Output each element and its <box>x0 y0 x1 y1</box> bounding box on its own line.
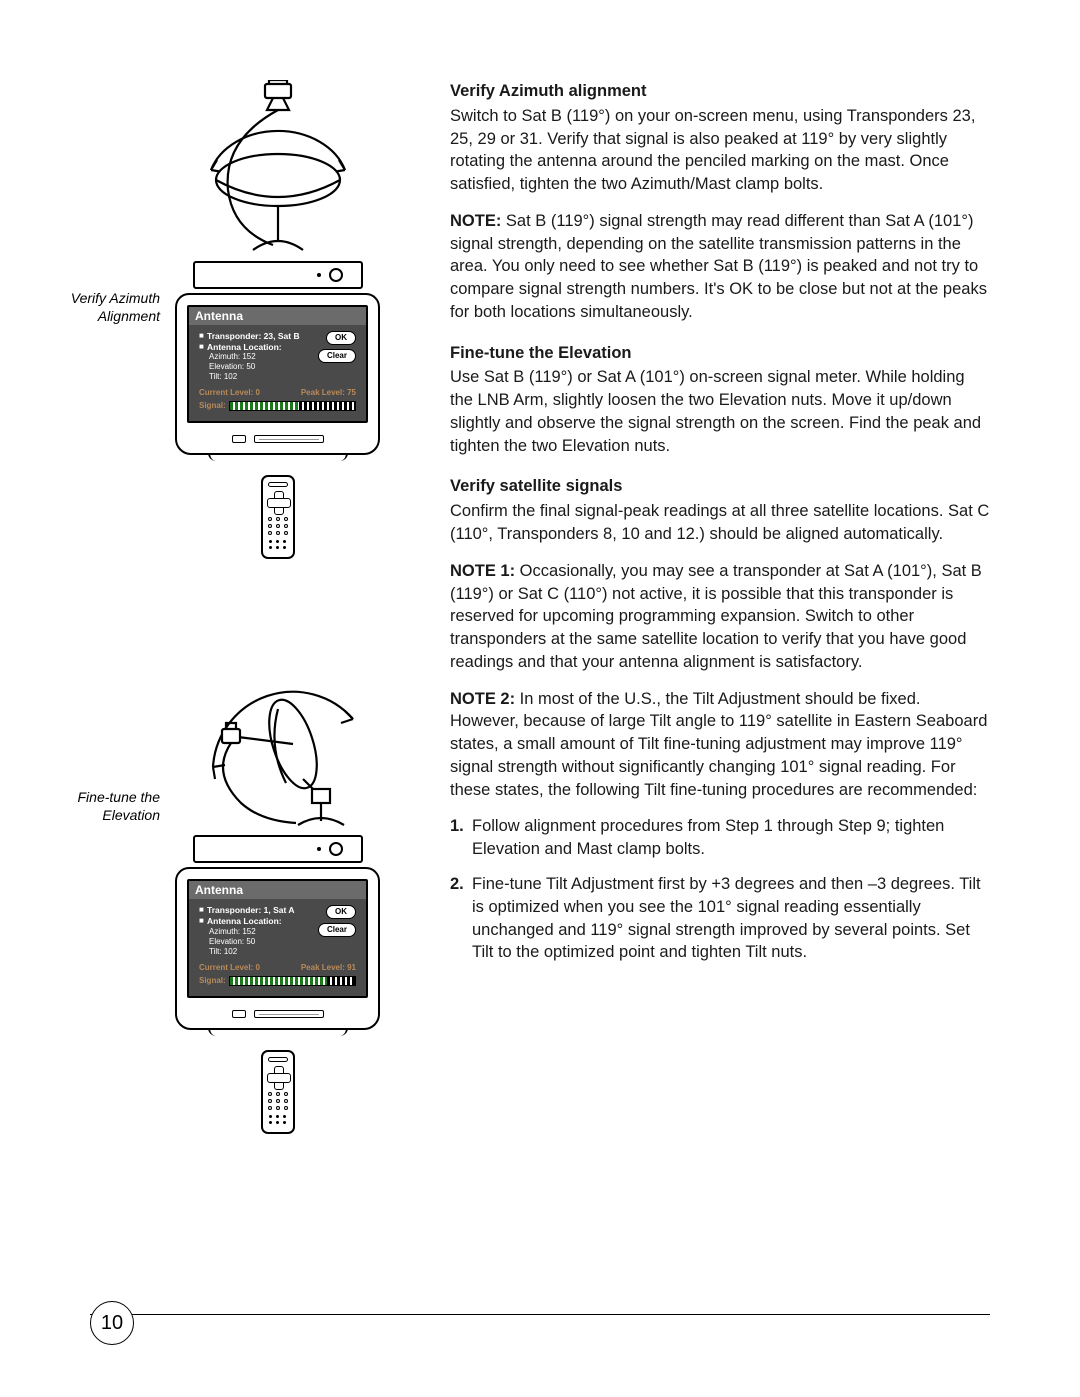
dish-azimuth-illustration <box>193 80 363 255</box>
tilt-steps: 1. Follow alignment procedures from Step… <box>450 815 990 964</box>
tv-frame: Antenna OK Clear ■Transponder: 23, Sat B… <box>175 293 380 455</box>
heading-elevation: Fine-tune the Elevation <box>450 342 990 365</box>
signal-bar <box>229 976 356 986</box>
elevation-value: Elevation: 50 <box>199 362 356 372</box>
tv-controls <box>187 1006 368 1022</box>
signal-fill <box>230 977 328 985</box>
para-azimuth: Switch to Sat B (119°) on your on-screen… <box>450 105 990 196</box>
screen-title: Antenna <box>189 881 366 899</box>
signal-rest <box>299 402 355 410</box>
note1: NOTE 1: Occasionally, you may see a tran… <box>450 560 990 674</box>
peak-level: Peak Level: 75 <box>301 388 356 398</box>
step1: 1. Follow alignment procedures from Step… <box>450 815 990 861</box>
transponder-line: Transponder: 23, Sat B <box>207 331 300 342</box>
ok-button[interactable]: OK <box>326 331 356 345</box>
heading-azimuth: Verify Azimuth alignment <box>450 80 990 103</box>
note-azimuth: NOTE: Sat B (119°) signal strength may r… <box>450 210 990 324</box>
note2: NOTE 2: In most of the U.S., the Tilt Ad… <box>450 688 990 802</box>
caption-azimuth: Verify Azimuth Alignment <box>50 290 160 325</box>
signal-fill <box>230 402 299 410</box>
tv-stand <box>208 453 348 461</box>
screen-title: Antenna <box>189 307 366 325</box>
tilt-value: Tilt: 102 <box>199 372 356 382</box>
ok-button[interactable]: OK <box>326 905 356 919</box>
tv-stand <box>208 1028 348 1036</box>
footer-rule <box>90 1314 990 1315</box>
figure-azimuth: Verify Azimuth Alignment <box>90 80 450 559</box>
body-text: Verify Azimuth alignment Switch to Sat B… <box>450 80 990 1224</box>
antenna-loc-label: Antenna Location: <box>207 916 282 927</box>
antenna-loc-label: Antenna Location: <box>207 342 282 353</box>
caption-elevation: Fine-tune the Elevation <box>50 789 160 824</box>
tv-screen-elevation: Antenna OK Clear ■Transponder: 1, Sat A … <box>187 879 368 997</box>
dish-elevation-illustration <box>178 649 378 829</box>
remote-control <box>261 1050 295 1134</box>
tv-screen-azimuth: Antenna OK Clear ■Transponder: 23, Sat B… <box>187 305 368 423</box>
receiver-box <box>193 261 363 289</box>
peak-level: Peak Level: 91 <box>301 963 356 973</box>
clear-button[interactable]: Clear <box>318 349 356 363</box>
clear-button[interactable]: Clear <box>318 923 356 937</box>
elevation-value: Elevation: 50 <box>199 937 356 947</box>
figure-elevation: Fine-tune the Elevation <box>90 649 450 1133</box>
signal-label: Signal: <box>199 976 226 986</box>
para-verify: Confirm the final signal-peak readings a… <box>450 500 990 546</box>
transponder-line: Transponder: 1, Sat A <box>207 905 295 916</box>
tilt-value: Tilt: 102 <box>199 947 356 957</box>
page-number: 10 <box>90 1301 134 1345</box>
signal-rest <box>327 977 355 985</box>
signal-label: Signal: <box>199 401 226 411</box>
current-level: Current Level: 0 <box>199 963 260 973</box>
current-level: Current Level: 0 <box>199 388 260 398</box>
receiver-box <box>193 835 363 863</box>
heading-verify: Verify satellite signals <box>450 475 990 498</box>
step2: 2. Fine-tune Tilt Adjustment first by +3… <box>450 873 990 964</box>
signal-bar <box>229 401 356 411</box>
tv-controls <box>187 431 368 447</box>
tv-frame: Antenna OK Clear ■Transponder: 1, Sat A … <box>175 867 380 1029</box>
para-elevation: Use Sat B (119°) or Sat A (101°) on-scre… <box>450 366 990 457</box>
remote-control <box>261 475 295 559</box>
